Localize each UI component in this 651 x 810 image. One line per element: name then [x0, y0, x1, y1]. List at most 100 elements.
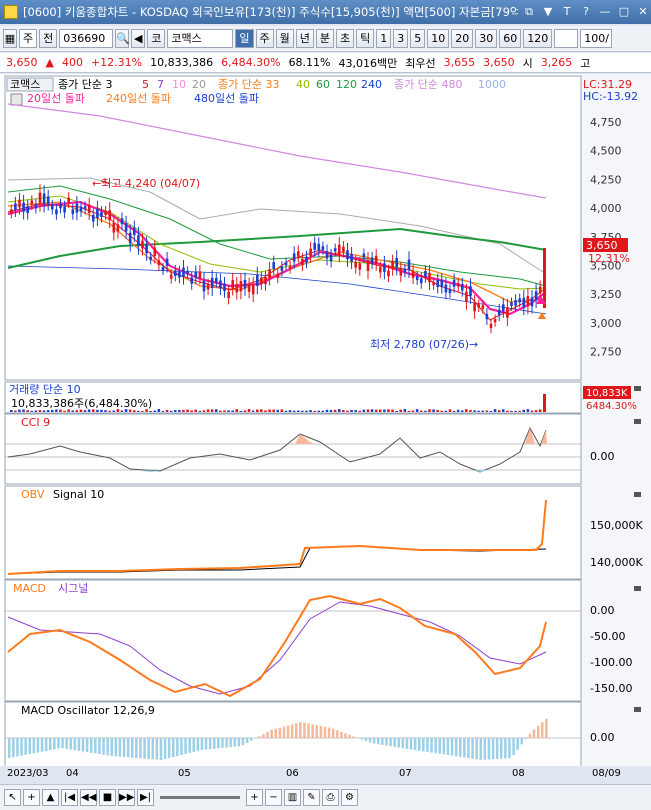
draw-tool-icon[interactable]: ✎ [303, 789, 320, 806]
prev-page-icon[interactable]: ◀◀ [80, 789, 97, 806]
minute-10[interactable]: 10 [427, 29, 450, 48]
stop-icon[interactable]: ■ [99, 789, 116, 806]
minute-3[interactable]: 3 [393, 29, 409, 48]
crosshair-icon[interactable]: + [23, 789, 40, 806]
volume-bar [526, 409, 530, 412]
oscillator-bar [512, 738, 515, 756]
volume-bar [153, 410, 156, 412]
period-weekly[interactable]: 주 [255, 29, 274, 48]
candle [194, 271, 198, 278]
minute-20[interactable]: 20 [451, 29, 474, 48]
chart-area[interactable]: 코맥스 종가 단순 3 5 7 10 20 종가 단순 33 40 60 120… [0, 74, 651, 766]
volume-bar [444, 410, 448, 412]
scroll-slider[interactable] [160, 796, 240, 799]
minute-5[interactable]: 5 [410, 29, 426, 48]
close-button[interactable]: ✕ [638, 5, 648, 18]
panel-close-icons[interactable] [634, 386, 641, 712]
minute-120[interactable]: 120 [523, 29, 553, 48]
candle [325, 251, 329, 259]
period-monthly[interactable]: 월 [275, 29, 294, 48]
volume-bar [379, 409, 382, 412]
period-unit-select[interactable]: 주 [19, 29, 38, 48]
arrow-icon[interactable]: ↖ [4, 789, 21, 806]
volume-bar [104, 410, 107, 412]
volume-bar [370, 409, 374, 412]
print-icon[interactable]: ⎙ [322, 789, 339, 806]
period-second[interactable]: 초 [336, 29, 355, 48]
candle [120, 218, 124, 225]
period-daily[interactable]: 일 [235, 29, 254, 48]
first-icon[interactable]: |◀ [61, 789, 78, 806]
stock-name-field[interactable]: 코맥스 [167, 29, 234, 48]
font-button[interactable]: T [563, 5, 571, 18]
macd-tick-100: -100.00 [590, 656, 632, 669]
oscillator-bar [184, 738, 187, 754]
candle [202, 280, 206, 292]
oscillator-bar [536, 725, 540, 738]
period-yearly[interactable]: 년 [295, 29, 314, 48]
chart-type-icon[interactable]: ▥ [284, 789, 301, 806]
stock-code-input[interactable]: 036690 [59, 29, 114, 48]
cursor-icon[interactable]: ▲ [42, 789, 59, 806]
maximize-button[interactable]: □ [618, 5, 630, 18]
date-label: 2023/03 [7, 768, 49, 779]
current-rate-tag: 12.31% [588, 252, 630, 265]
price-tick: 3,000 [590, 317, 622, 330]
candle [104, 211, 107, 216]
oscillator-bar [422, 738, 425, 752]
title-bar: [0600] 키움종합차트 - KOSDAQ 외국인보유[173(천)] 주식수… [0, 0, 651, 24]
breakout-toggle-icon[interactable] [10, 93, 23, 106]
minute-1[interactable]: 1 [376, 29, 392, 48]
zoom-out-icon[interactable]: − [265, 789, 282, 806]
oscillator-bar [397, 738, 400, 748]
candle [530, 297, 534, 307]
period-minute[interactable]: 분 [315, 29, 334, 48]
oscillator-bar [126, 738, 130, 758]
zoom-in-icon[interactable]: + [246, 789, 263, 806]
settings-icon[interactable]: ⚙ [341, 789, 358, 806]
prev-button[interactable]: 전 [39, 29, 58, 48]
volume-bar [354, 410, 357, 412]
obv-signal-label: Signal 10 [53, 488, 104, 501]
oscillator-bar [348, 734, 351, 738]
volume-bar [493, 409, 497, 412]
candle [92, 214, 95, 222]
candle [506, 307, 509, 318]
volume-bar [333, 409, 337, 412]
custom-period-input[interactable] [554, 29, 579, 48]
link-window-button[interactable]: ⧉ [525, 5, 533, 18]
candle [333, 248, 337, 252]
dropdown-button[interactable]: ▼ [543, 5, 553, 18]
candle [243, 279, 247, 289]
volume-bar [231, 410, 234, 412]
period-tick[interactable]: 틱 [356, 29, 375, 48]
oscillator-bar [307, 723, 310, 738]
next-page-icon[interactable]: ▶▶ [118, 789, 135, 806]
minute-30[interactable]: 30 [475, 29, 498, 48]
volume-bar [395, 410, 398, 412]
oscillator-bar [28, 738, 31, 755]
oscillator-bar [266, 731, 269, 738]
candle [526, 296, 530, 307]
volume-bar [30, 410, 33, 412]
volume-bar [169, 410, 173, 412]
oscillator-bar [135, 738, 138, 759]
display-count-input[interactable]: 100/ [580, 29, 613, 48]
oscillator-bar [454, 738, 458, 757]
volume-bar [124, 409, 128, 412]
candle [206, 284, 210, 290]
candle [87, 204, 91, 214]
minimize-button[interactable]: — [599, 5, 611, 18]
last-icon[interactable]: ▶| [137, 789, 154, 806]
help-button[interactable]: ? [583, 5, 589, 18]
candle [165, 258, 169, 266]
search-icon[interactable]: 🔍 [115, 29, 130, 48]
panel-toggle-icon[interactable]: ▦ [3, 29, 17, 48]
sound-icon[interactable]: ◀ [131, 29, 146, 48]
minute-60[interactable]: 60 [499, 29, 522, 48]
volume-bar [362, 409, 366, 412]
oscillator-bar [463, 738, 466, 758]
oscillator-bar [139, 738, 142, 759]
volume-bar [452, 410, 456, 412]
oscillator-bar [163, 738, 167, 760]
